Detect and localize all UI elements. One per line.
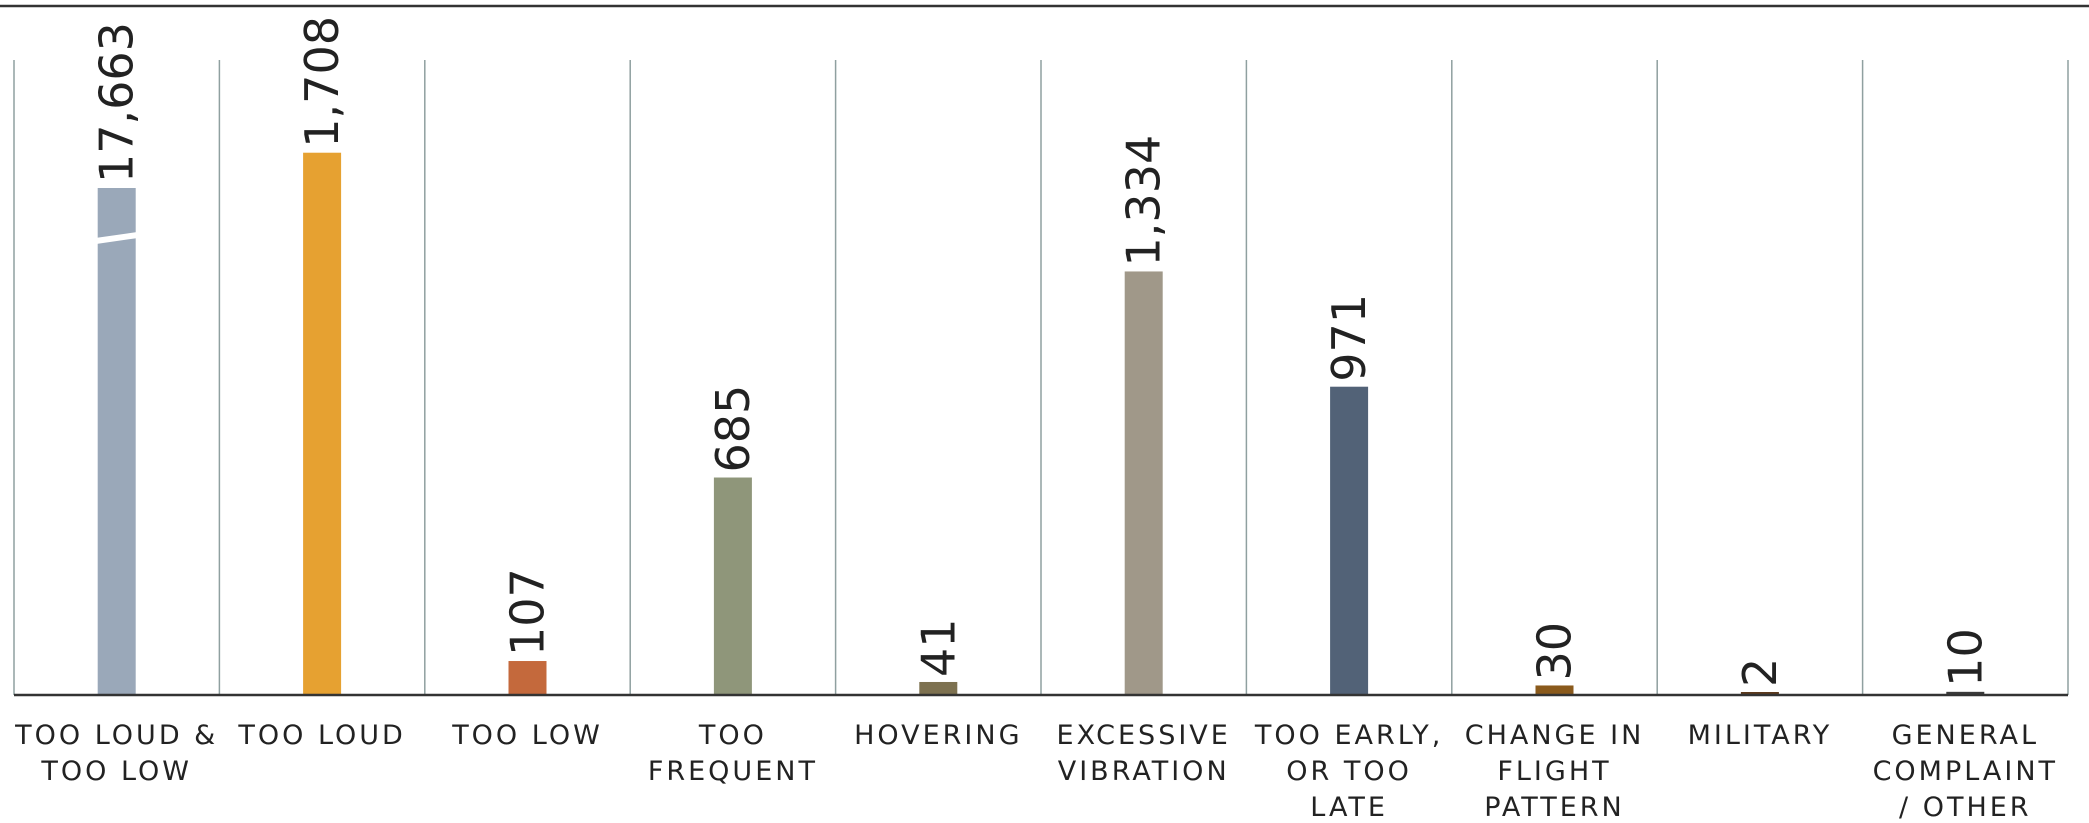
- bar: [508, 661, 547, 695]
- category-tick-label: EXCESSIVE: [1057, 720, 1231, 751]
- category-tick-label: TOO LOW: [451, 720, 603, 751]
- category-tick-label: COMPLAINT: [1873, 756, 2058, 787]
- category-tick-label: GENERAL: [1892, 720, 2039, 751]
- bar: [1740, 692, 1779, 695]
- bar: [97, 188, 136, 695]
- data-label: 685: [706, 385, 760, 473]
- category-tick-label: PATTERN: [1484, 792, 1624, 823]
- category-tick-label: VIBRATION: [1058, 756, 1230, 787]
- data-label: 971: [1322, 294, 1376, 382]
- axis-break-mark: [95, 232, 139, 244]
- bar: [1330, 386, 1369, 695]
- category-labels: TOO LOUD & TOO LOW TOO LOUD TOO LOW TOO FREQU…: [14, 720, 2058, 823]
- data-label: 30: [1528, 622, 1582, 681]
- category-tick-label: CHANGE IN: [1465, 720, 1645, 751]
- data-label: 41: [911, 618, 965, 677]
- category-tick-label: HOVERING: [854, 720, 1022, 751]
- category-tick-label: TOO LOUD: [237, 720, 405, 751]
- category-tick-label: TOO LOUD &: [14, 720, 218, 751]
- data-label: 107: [501, 568, 555, 656]
- bar: [1535, 685, 1574, 695]
- bar: [1946, 691, 1985, 695]
- bar: [919, 681, 958, 695]
- category-separators: [13, 60, 2069, 695]
- category-tick-label: MILITARY: [1688, 720, 1833, 751]
- value-labels: 17,663 1,708 107 685 41 1,334 971 30 2 10: [90, 16, 1993, 687]
- category-tick-label: OR TOO: [1286, 756, 1412, 787]
- category-tick-label: / OTHER: [1899, 792, 2032, 823]
- category-tick-label: TOO LOW: [40, 756, 192, 787]
- data-label: 1,334: [1117, 135, 1171, 267]
- category-tick-label: FLIGHT: [1497, 756, 1611, 787]
- category-tick-label: TOO: [698, 720, 767, 751]
- category-tick-label: FREQUENT: [648, 756, 818, 787]
- bar: [303, 152, 342, 695]
- category-tick-label: LATE: [1310, 792, 1388, 823]
- data-label: 2: [1733, 658, 1787, 687]
- data-label: 17,663: [90, 22, 144, 183]
- data-label: 1,708: [295, 16, 349, 148]
- bar: [713, 477, 752, 695]
- bar: [1124, 271, 1163, 695]
- bars: [95, 152, 1985, 695]
- data-label: 10: [1938, 628, 1992, 687]
- category-tick-label: TOO EARLY,: [1254, 720, 1443, 751]
